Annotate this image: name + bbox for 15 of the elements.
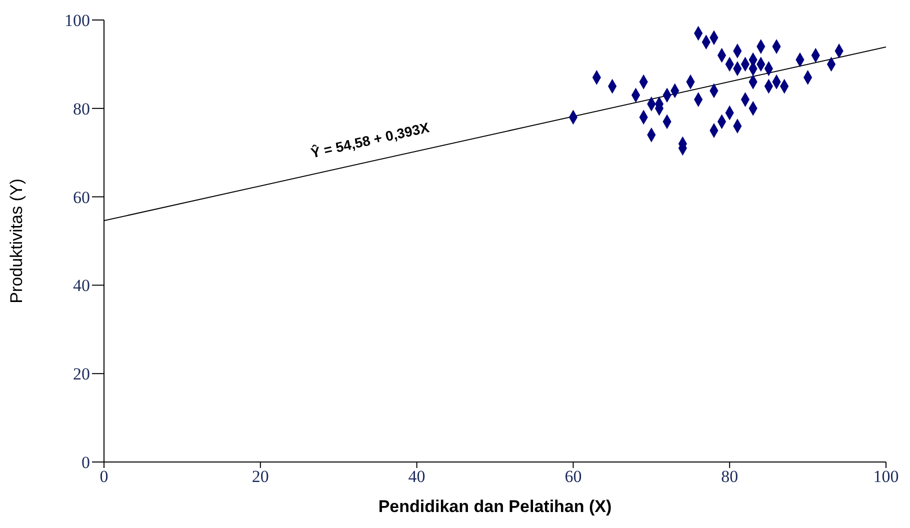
x-tick-label: 60 <box>564 467 582 486</box>
y-axis-title: Produktivitas (Y) <box>7 178 26 304</box>
x-tick-label: 80 <box>721 467 738 486</box>
x-tick-label: 20 <box>252 467 269 486</box>
y-tick-label: 100 <box>64 11 90 30</box>
x-tick-label: 100 <box>873 467 899 486</box>
annotation: Ŷ = 54,58 + 0,393X <box>309 119 431 161</box>
y-tick-label: 40 <box>73 276 90 296</box>
y-tick-label: 60 <box>73 188 90 207</box>
x-axis-title: Pendidikan dan Pelatihan (X) <box>378 497 612 516</box>
y-tick-label: 80 <box>73 99 90 118</box>
y-tick-label: 0 <box>82 453 90 472</box>
x-tick-label: 0 <box>100 467 108 486</box>
y-tick-label: 20 <box>73 364 90 384</box>
x-tick-label: 40 <box>408 467 426 486</box>
